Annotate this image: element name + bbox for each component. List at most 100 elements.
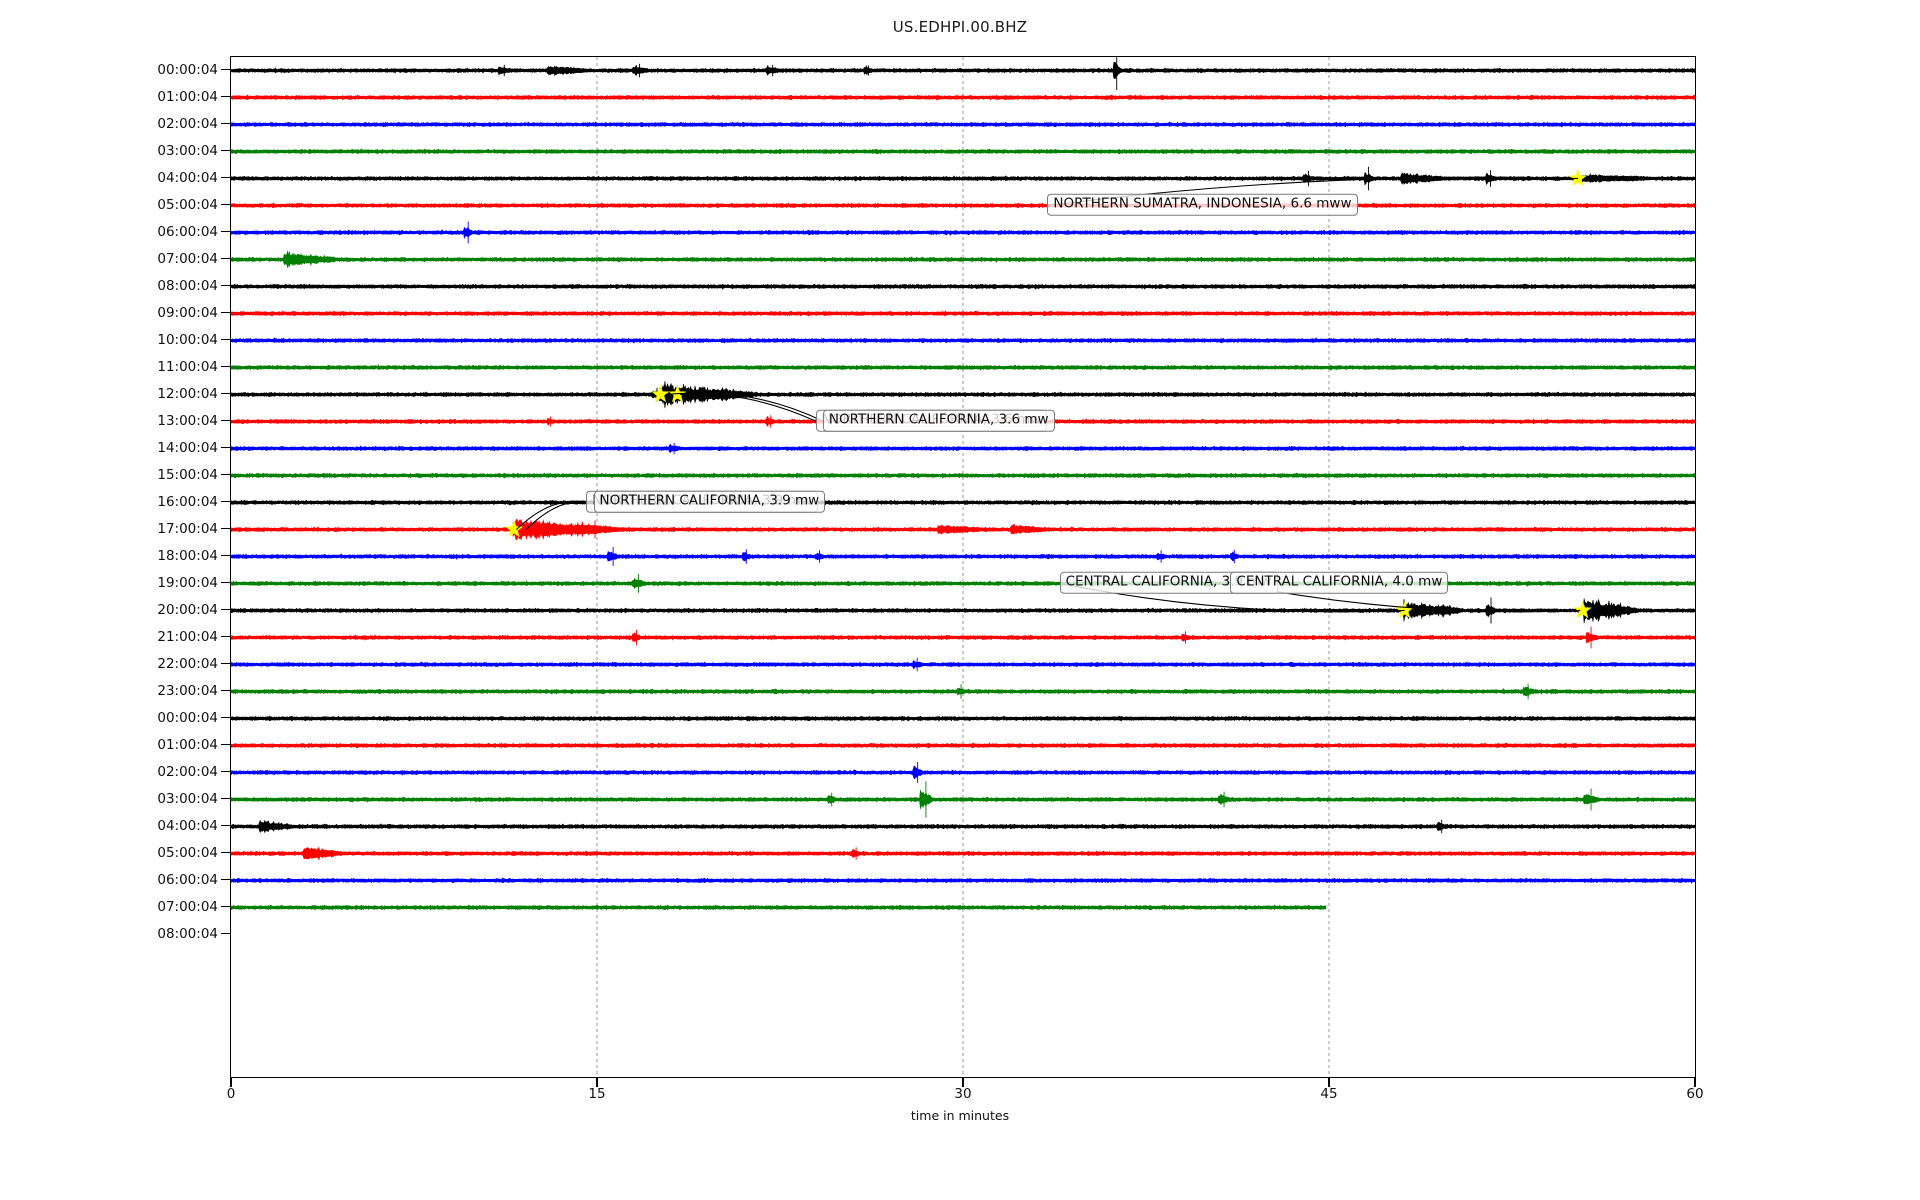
waveform-trace: [231, 550, 1695, 562]
y-axis-tick-label: 07:00:04: [157, 898, 218, 915]
y-axis-tick-mark: [221, 392, 230, 395]
y-axis-tick-label: 03:00:04: [157, 142, 218, 159]
y-axis-tick-mark: [221, 95, 230, 98]
y-axis-tick-mark: [221, 311, 230, 314]
y-axis-tick-mark: [221, 932, 230, 935]
y-axis-tick-mark: [221, 878, 230, 881]
y-axis-tick-mark: [221, 662, 230, 665]
y-axis-tick-label: 05:00:04: [157, 844, 218, 861]
y-axis-tick-label: 04:00:04: [157, 817, 218, 834]
y-axis-tick-mark: [221, 797, 230, 800]
waveform-trace: [231, 121, 1695, 128]
y-axis-tick-mark: [221, 824, 230, 827]
y-axis-tick-label: 02:00:04: [157, 763, 218, 780]
waveform-trace: [231, 742, 1695, 750]
y-axis-tick-label: 11:00:04: [157, 358, 218, 375]
waveform-trace: [231, 283, 1695, 290]
y-axis-tick-label: 06:00:04: [157, 223, 218, 240]
x-axis-tick-mark: [230, 1078, 232, 1087]
x-axis-tick-label: 60: [1686, 1086, 1704, 1102]
waveform-trace: [231, 819, 1695, 834]
y-axis-tick-mark: [221, 365, 230, 368]
grid-lines: [596, 57, 1330, 1077]
y-axis-tick-label: 02:00:04: [157, 115, 218, 132]
waveform-trace: [231, 765, 1695, 780]
y-axis-tick-mark: [221, 68, 230, 71]
event-annotation-label[interactable]: CENTRAL CALIFORNIA, 3.9 mw: [1059, 571, 1278, 594]
x-axis-tick-mark: [596, 1078, 598, 1087]
y-axis-tick-mark: [221, 581, 230, 584]
waveform-trace: [231, 598, 1695, 624]
y-axis-tick-label: 23:00:04: [157, 682, 218, 699]
y-axis-tick-label: 03:00:04: [157, 790, 218, 807]
waveform-trace: [231, 61, 1695, 79]
waveform-trace: [231, 202, 1695, 209]
waveform-trace: [231, 846, 1695, 861]
x-axis-tick-mark: [1694, 1078, 1696, 1087]
y-axis-tick-mark: [221, 905, 230, 908]
y-axis-tick-label: 01:00:04: [157, 736, 218, 753]
waveform-trace: [231, 499, 1695, 506]
y-axis-tick-label: 10:00:04: [157, 331, 218, 348]
event-annotation-label[interactable]: NORTHERN CALIFORNIA, 3.9 mw: [593, 490, 826, 513]
waveform-trace: [231, 686, 1695, 697]
y-axis-tick-label: 07:00:04: [157, 250, 218, 267]
waveform-trace: [231, 226, 1695, 240]
y-axis-tick-label: 19:00:04: [157, 574, 218, 591]
y-axis-tick-mark: [221, 527, 230, 530]
x-axis-tick-label: 15: [588, 1086, 606, 1102]
y-axis-tick-mark: [221, 257, 230, 260]
y-axis-tick-mark: [221, 230, 230, 233]
y-axis-tick-mark: [221, 176, 230, 179]
waveform-trace: [231, 171, 1695, 186]
x-axis-tick-label: 0: [226, 1086, 236, 1102]
y-axis-tick-mark: [221, 689, 230, 692]
y-axis-tick-mark: [221, 419, 230, 422]
waveform-trace: [231, 518, 1695, 541]
x-axis-tick-mark: [962, 1078, 964, 1087]
y-axis-tick-label: 08:00:04: [157, 925, 218, 942]
y-axis-tick-mark: [221, 284, 230, 287]
x-axis-label: time in minutes: [910, 1108, 1010, 1123]
event-annotation-label[interactable]: CENTRAL CALIFORNIA, 4.0 mw: [1230, 571, 1449, 594]
y-axis-tick-label: 09:00:04: [157, 304, 218, 321]
waveform-trace: [231, 381, 1695, 409]
y-axis-tick-label: 00:00:04: [157, 709, 218, 726]
y-axis-tick-label: 21:00:04: [157, 628, 218, 645]
waveform-trace: [231, 715, 1695, 722]
x-axis-tick-mark: [1328, 1078, 1330, 1087]
y-axis-tick-mark: [221, 446, 230, 449]
event-annotation-label[interactable]: NORTHERN SUMATRA, INDONESIA, 6.6 mww: [1047, 193, 1358, 216]
waveform-trace: [231, 904, 1327, 911]
y-axis-tick-label: 16:00:04: [157, 493, 218, 510]
waveform-trace: [231, 337, 1695, 344]
waveform-trace: [231, 660, 1695, 669]
waveform-trace: [231, 310, 1695, 317]
y-axis-tick-label: 08:00:04: [157, 277, 218, 294]
y-axis-tick-label: 00:00:04: [157, 61, 218, 78]
waveform-trace: [231, 443, 1695, 453]
waveform-trace: [231, 789, 1695, 809]
waveform-trace: [231, 364, 1695, 371]
plot-inner: [231, 57, 1695, 1077]
y-axis-tick-mark: [221, 851, 230, 854]
waveform-trace: [231, 577, 1695, 590]
y-axis-tick-label: 15:00:04: [157, 466, 218, 483]
y-axis-tick-label: 13:00:04: [157, 412, 218, 429]
waveform-trace: [231, 249, 1695, 269]
y-axis-tick-label: 20:00:04: [157, 601, 218, 618]
y-axis-tick-label: 22:00:04: [157, 655, 218, 672]
y-axis-tick-label: 06:00:04: [157, 871, 218, 888]
y-axis-tick-mark: [221, 500, 230, 503]
page-title: US.EDHPI.00.BHZ: [892, 18, 1028, 36]
x-axis-tick-label: 45: [1320, 1086, 1338, 1102]
event-annotation-label[interactable]: NORTHERN CALIFORNIA, 3.6 mw: [822, 409, 1055, 432]
y-axis-tick-mark: [221, 716, 230, 719]
y-axis-tick-label: 05:00:04: [157, 196, 218, 213]
y-axis-tick-label: 18:00:04: [157, 547, 218, 564]
y-axis-tick-label: 01:00:04: [157, 88, 218, 105]
waveform-trace: [231, 472, 1695, 479]
y-axis-tick-label: 17:00:04: [157, 520, 218, 537]
